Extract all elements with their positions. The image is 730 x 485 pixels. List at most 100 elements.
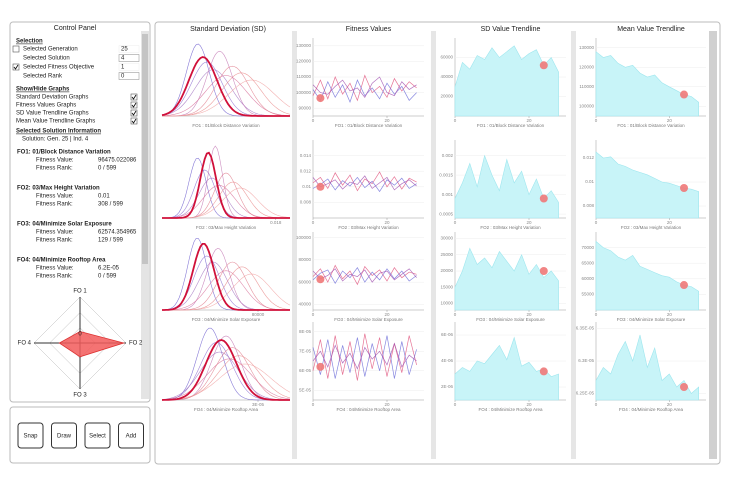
selected-curve (162, 151, 290, 219)
trend-area (454, 45, 559, 117)
button[interactable] (84, 422, 111, 449)
check-mark (131, 94, 137, 100)
y-tick-label: 2E-06 (441, 384, 454, 389)
checkbox[interactable] (12, 45, 20, 53)
chart-caption: FO3 : 04/Minimize Solar Exposure (334, 317, 403, 322)
chart-caption: FO1 : 01/Block Distance Variation (192, 123, 260, 128)
checkbox[interactable] (130, 117, 138, 125)
check-mark (131, 102, 137, 108)
y-tick-label: 0.008 (300, 200, 312, 205)
checkbox[interactable] (130, 101, 138, 109)
y-tick-label: 100000 (296, 235, 312, 240)
x-tick-label: 20 (667, 118, 673, 123)
selected-point (316, 275, 325, 284)
distribution-curve (162, 79, 291, 117)
x-tick-label: 20 (384, 220, 390, 225)
selected-point (539, 367, 548, 376)
selected-point (680, 90, 688, 99)
y-tick-label: 20000 (440, 94, 453, 99)
button[interactable] (118, 422, 144, 449)
radar-label: FO 2 (129, 341, 143, 347)
x-tick-label: 20 (667, 402, 673, 407)
chart-caption: FO2 : 03/Max Height Variation (621, 225, 682, 230)
x-tick-label: 0 (595, 312, 598, 317)
y-tick-label: 0.0015 (439, 172, 453, 177)
radar-label: FO 4 (18, 341, 32, 347)
field-value: 0 / 599 (98, 274, 117, 280)
scrollbar[interactable] (709, 31, 717, 459)
scroll-thumb[interactable] (142, 34, 148, 264)
field-value: 1 (121, 65, 125, 71)
y-tick-label: 25000 (440, 252, 453, 257)
y-tick-label: 120000 (296, 59, 312, 64)
field-label: Fitness Rank: (36, 274, 73, 280)
objective-name: FO2: 03/Max Height Variation (17, 186, 100, 192)
field-label: Fitness Rank: (36, 202, 73, 208)
fitness-line (312, 268, 417, 283)
divider (292, 31, 297, 459)
fitness-line (312, 76, 417, 98)
field-label: Fitness Value: (36, 158, 74, 164)
y-tick-label: 60000 (440, 55, 453, 60)
selected-point (680, 184, 688, 192)
input-box[interactable] (118, 63, 140, 71)
x-tick-label: 0 (454, 312, 457, 317)
x-tick-label: 0 (595, 402, 598, 407)
y-tick-label: 65000 (581, 260, 594, 265)
trend-area (595, 240, 700, 311)
radar-label: FO 3 (73, 393, 87, 399)
fitness-line (312, 175, 417, 191)
toggle-label: Standard Deviation Graphs (16, 95, 88, 101)
objective-name: FO3: 04/Minimize Solar Exposure (17, 222, 112, 228)
field-label: Fitness Rank: (36, 166, 73, 172)
y-tick-label: 40000 (298, 302, 311, 307)
y-tick-label: 0.008 (583, 203, 595, 208)
distribution-curve (162, 273, 291, 311)
y-tick-label: 6E-06 (441, 332, 454, 337)
y-tick-label: 60000 (581, 276, 594, 281)
button[interactable] (51, 422, 77, 449)
distribution-curve (161, 358, 291, 400)
y-tick-label: 4E-06 (441, 358, 454, 363)
x-tick-label: 0 (595, 118, 598, 123)
field-label: Fitness Value: (36, 230, 74, 236)
y-tick-label: 7E-05 (299, 348, 312, 353)
x-tick-label: 0 (454, 220, 457, 225)
input-box[interactable] (118, 72, 140, 80)
y-tick-label: 120000 (579, 64, 595, 69)
input-box[interactable] (118, 45, 140, 53)
selected-curve (161, 56, 290, 117)
x-tick-label: 20 (526, 402, 532, 407)
radar-zero: 0 (78, 332, 82, 338)
field-label: Fitness Rank: (36, 238, 73, 244)
control-panel (9, 21, 151, 403)
x-tick-label: 20 (526, 220, 532, 225)
distribution-curve (162, 363, 291, 401)
input-box[interactable] (118, 54, 140, 62)
button-label: Add (126, 434, 137, 440)
chart-caption: FO4 : 04/Minimize Rooftop Area (619, 407, 684, 412)
selected-curve (162, 243, 290, 311)
button-label: Select (89, 434, 106, 440)
field-value: 0 / 599 (98, 166, 117, 172)
checkbox[interactable] (130, 93, 138, 101)
field-value: 0 (121, 74, 125, 80)
chart-caption: FO1 : 01/Block Distance Variation (477, 123, 545, 128)
chart-caption: FO3 : 04/Minimize Solar Exposure (476, 317, 545, 322)
fitness-line (312, 264, 417, 286)
chart-caption: FO2 : 03/Max Height Variation (338, 225, 399, 230)
x-tick-label: 0 (312, 312, 315, 317)
checkbox[interactable] (130, 109, 138, 117)
checkbox[interactable] (12, 63, 20, 71)
trend-area (454, 154, 559, 219)
x-tick-label: 20 (526, 118, 532, 123)
field-label: Selected Generation (23, 47, 78, 53)
y-tick-label: 0.014 (300, 153, 312, 158)
y-tick-label: 0.01 (585, 179, 594, 184)
objective-name: FO1: 01/Block Distance Variation (17, 150, 111, 156)
y-tick-label: 6.25E-05 (576, 391, 595, 396)
panel-title: Control Panel (54, 25, 97, 32)
field-label: Fitness Value: (36, 194, 74, 200)
button[interactable] (17, 422, 44, 449)
